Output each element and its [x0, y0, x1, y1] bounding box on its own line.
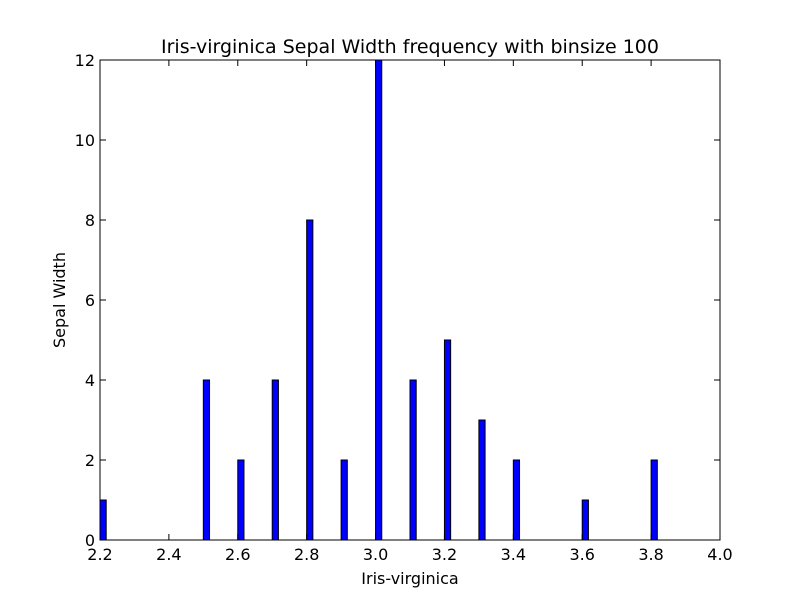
histogram-bar: [375, 59, 383, 541]
histogram-bar: [306, 219, 314, 541]
x-axis-ticks: 2.2 2.4 2.6 2.8 3.0 3.2 3.4 3.6 3.8 4.0: [87, 60, 733, 564]
y-axis-ticks: 0 2 4 6 8 10 12: [75, 51, 720, 550]
histogram-bar: [443, 339, 452, 541]
x-tick-label: 3.6: [569, 545, 594, 564]
histogram-bar: [202, 379, 211, 541]
histogram-bar: [478, 419, 486, 541]
histogram-bar: [340, 459, 348, 541]
x-tick-label: 3.0: [363, 545, 388, 564]
y-axis-label: Sepal Width: [50, 252, 69, 348]
bars-group: [99, 59, 658, 541]
y-tick-label: 0: [85, 531, 95, 550]
x-tick-label: 2.6: [225, 545, 250, 564]
y-tick-label: 4: [85, 371, 95, 390]
histogram-bar: [271, 379, 279, 541]
x-tick-label: 2.2: [87, 545, 112, 564]
x-tick-label: 4.0: [707, 545, 732, 564]
histogram-bar: [512, 459, 521, 541]
x-tick-label: 2.4: [156, 545, 181, 564]
y-tick-label: 6: [85, 291, 95, 310]
y-tick-label: 12: [75, 51, 95, 70]
y-tick-label: 10: [75, 131, 95, 150]
histogram-bar: [581, 499, 589, 541]
histogram-bar: [650, 459, 658, 541]
x-axis-label: Iris-virginica: [361, 569, 458, 588]
x-tick-label: 2.8: [294, 545, 319, 564]
histogram-bar: [237, 459, 245, 541]
y-tick-label: 8: [85, 211, 95, 230]
x-tick-label: 3.8: [638, 545, 663, 564]
chart-title: Iris-virginica Sepal Width frequency wit…: [161, 36, 659, 58]
x-tick-label: 3.2: [432, 545, 457, 564]
histogram-bar: [99, 499, 107, 541]
x-tick-label: 3.4: [501, 545, 526, 564]
y-tick-label: 2: [85, 451, 95, 470]
histogram-bar: [409, 379, 417, 541]
